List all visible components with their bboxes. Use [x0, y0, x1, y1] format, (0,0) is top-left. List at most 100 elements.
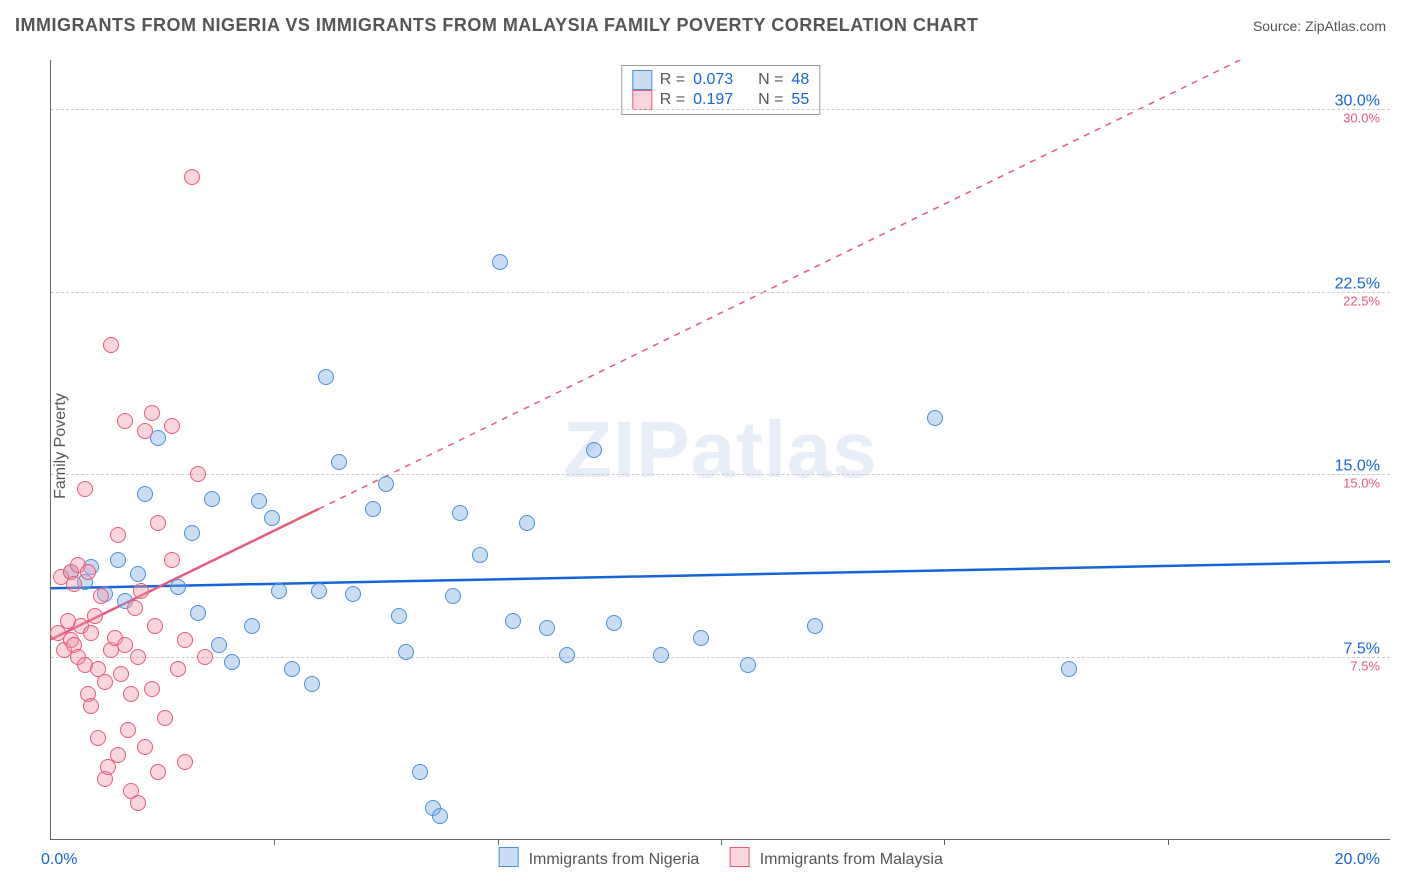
data-point	[251, 493, 267, 509]
data-point	[204, 491, 220, 507]
legend-N-nigeria: 48	[791, 71, 809, 89]
data-point	[378, 476, 394, 492]
y-tick-label: 15.0%15.0%	[1335, 458, 1380, 491]
data-point	[83, 625, 99, 641]
data-point	[150, 764, 166, 780]
data-point	[137, 486, 153, 502]
data-point	[271, 583, 287, 599]
data-point	[133, 583, 149, 599]
data-point	[398, 644, 414, 660]
data-point	[137, 739, 153, 755]
legend-R-label: R =	[660, 71, 685, 89]
x-tick-max: 20.0%	[1335, 851, 1380, 869]
x-tick-min: 0.0%	[41, 851, 77, 869]
data-point	[432, 808, 448, 824]
y-tick-label: 22.5%22.5%	[1335, 275, 1380, 308]
data-point	[170, 661, 186, 677]
data-point	[80, 564, 96, 580]
data-point	[137, 423, 153, 439]
data-point	[120, 722, 136, 738]
data-point	[606, 615, 622, 631]
data-point	[157, 710, 173, 726]
data-point	[653, 647, 669, 663]
data-point	[164, 418, 180, 434]
data-point	[519, 515, 535, 531]
gridline	[51, 474, 1390, 475]
data-point	[117, 637, 133, 653]
data-point	[807, 618, 823, 634]
data-point	[127, 600, 143, 616]
data-point	[93, 588, 109, 604]
legend-N-malaysia: 55	[791, 91, 809, 109]
data-point	[559, 647, 575, 663]
legend-swatch-nigeria-2	[498, 847, 518, 867]
data-point	[505, 613, 521, 629]
data-point	[284, 661, 300, 677]
data-point	[190, 605, 206, 621]
legend-swatch-nigeria	[632, 70, 652, 90]
data-point	[539, 620, 555, 636]
data-point	[66, 576, 82, 592]
data-point	[304, 676, 320, 692]
data-point	[586, 442, 602, 458]
data-point	[740, 657, 756, 673]
data-point	[177, 632, 193, 648]
data-point	[472, 547, 488, 563]
data-point	[177, 754, 193, 770]
legend-swatch-malaysia	[632, 90, 652, 110]
legend-N-label-2: N =	[758, 91, 783, 109]
data-point	[123, 686, 139, 702]
chart-root: IMMIGRANTS FROM NIGERIA VS IMMIGRANTS FR…	[0, 0, 1406, 892]
watermark: ZIPatlas	[563, 404, 878, 496]
data-point	[318, 369, 334, 385]
data-point	[110, 527, 126, 543]
data-point	[693, 630, 709, 646]
x-tick-mark	[274, 839, 275, 845]
data-point	[170, 579, 186, 595]
data-point	[224, 654, 240, 670]
legend-correlation: R = 0.073 N = 48 R = 0.197 N = 55	[621, 65, 820, 115]
data-point	[391, 608, 407, 624]
data-point	[197, 649, 213, 665]
data-point	[492, 254, 508, 270]
data-point	[103, 337, 119, 353]
legend-item-malaysia: Immigrants from Malaysia	[729, 847, 943, 869]
plot-area: ZIPatlas R = 0.073 N = 48 R = 0.197 N = …	[50, 60, 1390, 840]
data-point	[144, 405, 160, 421]
legend-row-malaysia: R = 0.197 N = 55	[632, 90, 809, 110]
data-point	[90, 730, 106, 746]
data-point	[412, 764, 428, 780]
legend-R-label-2: R =	[660, 91, 685, 109]
data-point	[130, 649, 146, 665]
legend-series: Immigrants from Nigeria Immigrants from …	[498, 847, 943, 869]
data-point	[83, 698, 99, 714]
data-point	[110, 552, 126, 568]
data-point	[211, 637, 227, 653]
data-point	[331, 454, 347, 470]
data-point	[150, 515, 166, 531]
data-point	[1061, 661, 1077, 677]
source-label: Source: ZipAtlas.com	[1253, 18, 1386, 34]
legend-row-nigeria: R = 0.073 N = 48	[632, 70, 809, 90]
x-tick-mark	[944, 839, 945, 845]
data-point	[117, 413, 133, 429]
gridline	[51, 292, 1390, 293]
watermark-bold: ZIP	[563, 405, 690, 494]
data-point	[345, 586, 361, 602]
legend-R-malaysia: 0.197	[693, 91, 733, 109]
data-point	[130, 795, 146, 811]
data-point	[77, 481, 93, 497]
data-point	[927, 410, 943, 426]
legend-N-label: N =	[758, 71, 783, 89]
data-point	[264, 510, 280, 526]
data-point	[97, 674, 113, 690]
data-point	[113, 666, 129, 682]
gridline	[51, 109, 1390, 110]
data-point	[244, 618, 260, 634]
gridline	[51, 657, 1390, 658]
y-tick-label: 7.5%7.5%	[1344, 641, 1380, 674]
x-tick-mark	[721, 839, 722, 845]
data-point	[110, 747, 126, 763]
data-point	[144, 681, 160, 697]
x-tick-mark	[498, 839, 499, 845]
